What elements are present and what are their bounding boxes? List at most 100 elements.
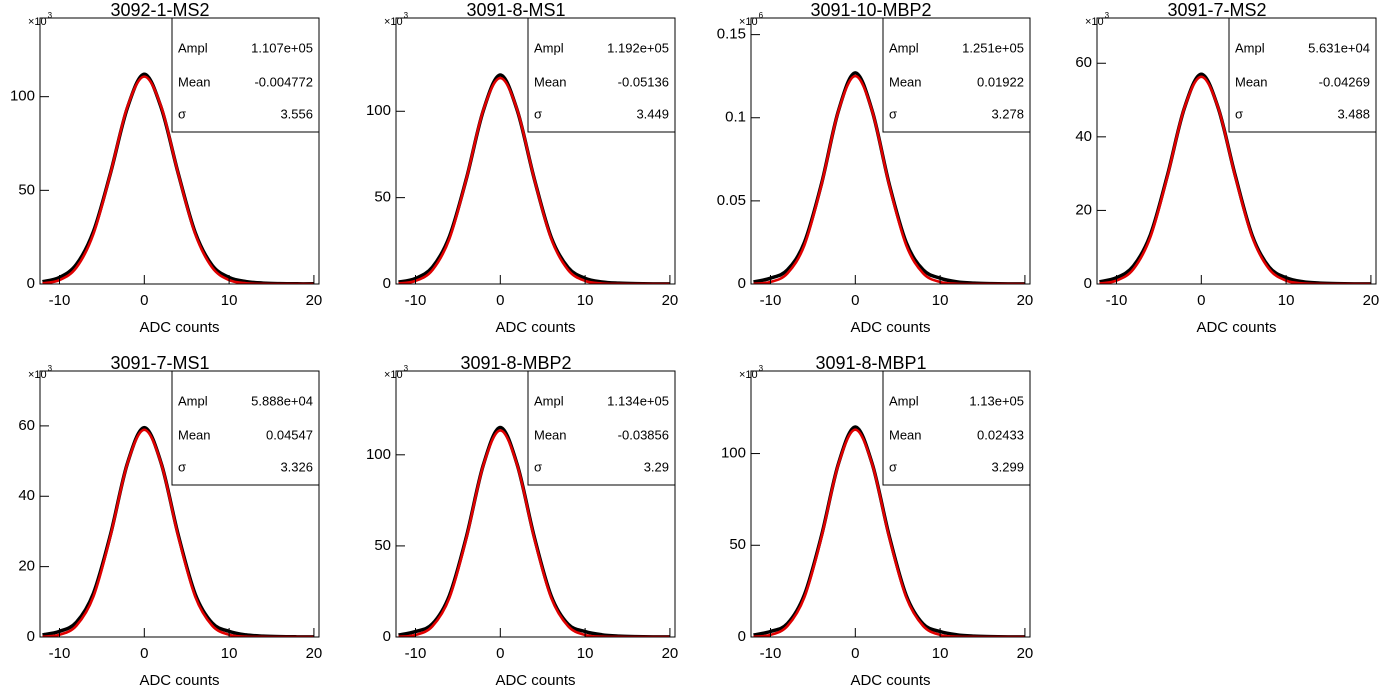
x-tick-label: -10 xyxy=(49,292,71,309)
x-axis-label: ADC counts xyxy=(495,319,575,336)
stats-label: Mean xyxy=(1235,74,1268,89)
chart-panel: -10 0 10 20 0 50 100 ADC counts 3092-1-MS2 ×103 Am… xyxy=(10,0,322,336)
x-tick-label: 10 xyxy=(577,292,594,309)
y-tick-label: 0 xyxy=(1084,275,1092,292)
stats-value: 3.556 xyxy=(280,106,313,121)
x-tick-label: 20 xyxy=(306,645,323,662)
stats-label: Mean xyxy=(178,427,211,442)
fit-line xyxy=(753,74,1025,284)
stats-value: 3.299 xyxy=(991,459,1024,474)
y-scale-power: 6 xyxy=(759,11,764,20)
stats-box xyxy=(171,370,320,486)
chart-panel: -10 0 10 20 0 50 100 ADC counts 3091-8-MBP1 ×103 A… xyxy=(721,353,1033,689)
x-tick-label: 10 xyxy=(221,645,238,662)
y-tick-label: 100 xyxy=(10,88,35,105)
stats-label: Ampl xyxy=(534,393,564,408)
y-tick-label: 50 xyxy=(18,181,35,198)
stats-value: 5.631e+04 xyxy=(1308,40,1370,55)
fit-line xyxy=(398,429,670,637)
x-tick-label: 0 xyxy=(851,292,859,309)
x-tick-label: 0 xyxy=(851,645,859,662)
y-scale-power: 3 xyxy=(404,364,409,373)
x-tick-label: 20 xyxy=(662,645,679,662)
stats-value: -0.004772 xyxy=(254,74,313,89)
y-scale-base: ×10 xyxy=(739,16,758,28)
chart-panel: -10 0 10 20 0 50 100 ADC counts 3091-8-MS1 ×103 Am… xyxy=(366,0,678,336)
plot-area xyxy=(753,71,1025,284)
y-tick-label: 40 xyxy=(1075,128,1092,145)
stats-box xyxy=(882,17,1031,133)
x-tick-label: 0 xyxy=(496,292,504,309)
chart-title: 3091-10-MBP2 xyxy=(810,0,931,20)
y-tick-label: 50 xyxy=(729,536,746,553)
plot-area xyxy=(753,425,1025,637)
stats-value: 5.888e+04 xyxy=(251,393,313,408)
x-tick-label: -10 xyxy=(760,292,782,309)
stats-value: 1.13e+05 xyxy=(969,393,1024,408)
stats-label: σ xyxy=(534,106,542,121)
stats-value: 1.134e+05 xyxy=(607,393,669,408)
stats-label: Ampl xyxy=(178,40,208,55)
stats-value: 3.278 xyxy=(991,106,1024,121)
stats-label: Mean xyxy=(534,427,567,442)
x-tick-label: 20 xyxy=(1017,292,1034,309)
stats-value: 1.107e+05 xyxy=(251,40,313,55)
x-axis-label: ADC counts xyxy=(139,672,219,689)
x-axis-label: ADC counts xyxy=(1196,319,1276,336)
stats-box xyxy=(882,370,1031,486)
stats-value: 3.29 xyxy=(644,459,669,474)
x-tick-label: -10 xyxy=(405,645,427,662)
y-scale-power: 3 xyxy=(48,364,53,373)
x-tick-label: 10 xyxy=(577,645,594,662)
stats-value: 3.449 xyxy=(636,106,669,121)
stats-value: 0.01922 xyxy=(977,74,1024,89)
y-scale-power: 3 xyxy=(404,11,409,20)
stats-label: Ampl xyxy=(889,393,919,408)
y-scale-power: 3 xyxy=(48,11,53,20)
stats-label: σ xyxy=(889,459,897,474)
x-tick-label: -10 xyxy=(49,645,71,662)
stats-value: -0.04269 xyxy=(1319,74,1370,89)
chart-panel: -10 0 10 20 0 0.05 0.1 0.15 ADC counts 3091-10-MB… xyxy=(717,0,1033,336)
chart-panel: -10 0 10 20 0 20 40 60 ADC counts 3091-7-MS1 ×103 A… xyxy=(18,353,322,689)
stats-value: -0.05136 xyxy=(618,74,669,89)
stats-value: 3.488 xyxy=(1337,106,1370,121)
y-tick-label: 0.05 xyxy=(717,192,746,209)
x-tick-label: 10 xyxy=(1278,292,1295,309)
stats-label: Ampl xyxy=(1235,40,1265,55)
x-axis-label: ADC counts xyxy=(139,319,219,336)
y-tick-label: 0 xyxy=(738,275,746,292)
y-tick-label: 60 xyxy=(1075,54,1092,71)
stats-label: σ xyxy=(178,106,186,121)
y-tick-label: 60 xyxy=(18,417,35,434)
stats-label: σ xyxy=(534,459,542,474)
y-tick-label: 0 xyxy=(738,628,746,645)
y-scale-base: ×10 xyxy=(384,16,403,28)
x-tick-label: -10 xyxy=(760,645,782,662)
stats-value: 0.04547 xyxy=(266,427,313,442)
stats-label: Mean xyxy=(889,427,922,442)
y-tick-label: 20 xyxy=(18,558,35,575)
chart-title: 3091-8-MBP1 xyxy=(815,353,926,373)
stats-label: Ampl xyxy=(889,40,919,55)
stats-value: 0.02433 xyxy=(977,427,1024,442)
stats-label: Mean xyxy=(889,74,922,89)
stats-value: 1.251e+05 xyxy=(962,40,1024,55)
chart-panel: -10 0 10 20 0 20 40 60 ADC counts 3091-7-MS2 ×103 A… xyxy=(1075,0,1379,336)
x-tick-label: 10 xyxy=(932,645,949,662)
stats-box xyxy=(527,17,676,133)
x-axis-label: ADC counts xyxy=(850,319,930,336)
stats-label: Ampl xyxy=(178,393,208,408)
x-tick-label: 0 xyxy=(1197,292,1205,309)
chart-title: 3092-1-MS2 xyxy=(110,0,209,20)
y-tick-label: 0 xyxy=(27,275,35,292)
x-axis-label: ADC counts xyxy=(495,672,575,689)
stats-value: -0.03856 xyxy=(618,427,669,442)
stats-label: Mean xyxy=(534,74,567,89)
chart-panel: -10 0 10 20 0 50 100 ADC counts 3091-8-MBP2 ×103 A… xyxy=(366,353,678,689)
stats-value: 1.192e+05 xyxy=(607,40,669,55)
y-tick-label: 0.1 xyxy=(725,109,746,126)
x-tick-label: 0 xyxy=(140,645,148,662)
y-scale-base: ×10 xyxy=(739,369,758,381)
